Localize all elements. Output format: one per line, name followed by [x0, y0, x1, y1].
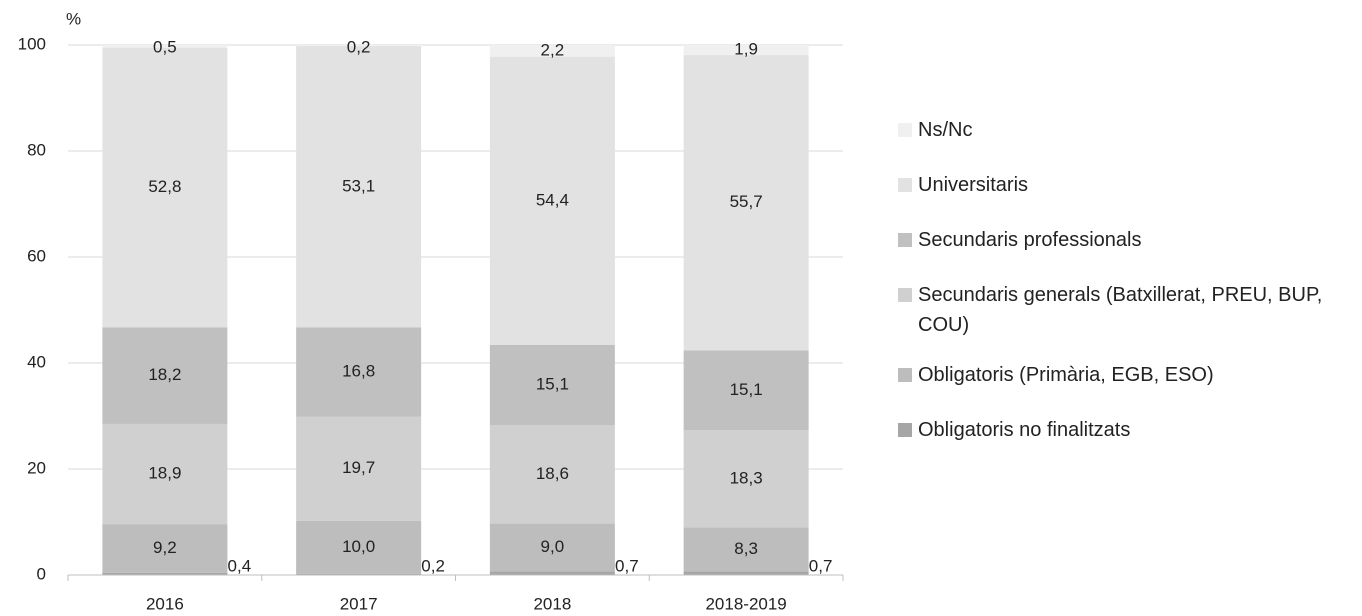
data-label: 18,3	[730, 468, 763, 487]
data-label: 1,9	[734, 40, 758, 59]
bar-segment	[102, 45, 228, 48]
legend-item: Secundaris generals (Batxillerat, PREU, …	[898, 280, 1348, 340]
legend-item: Secundaris professionals	[898, 225, 1348, 255]
y-axis-label: %	[66, 9, 81, 28]
bar-segment	[683, 527, 809, 572]
bar-segment	[683, 55, 809, 351]
y-tick-label: 40	[27, 352, 46, 371]
data-label: 18,2	[148, 365, 181, 384]
bar-segment	[489, 56, 615, 345]
data-label: 0,2	[421, 556, 445, 575]
data-label: 8,3	[734, 539, 758, 558]
legend-label: Secundaris generals (Batxillerat, PREU, …	[918, 284, 1323, 336]
data-label: 19,7	[342, 458, 375, 477]
data-label: 18,6	[536, 464, 569, 483]
legend-label: Secundaris professionals	[918, 229, 1142, 251]
bar-segment	[489, 523, 615, 572]
x-tick-label: 2018-2019	[705, 594, 786, 613]
data-label: 9,2	[153, 538, 177, 557]
legend-swatch	[898, 368, 912, 382]
bar-segment	[296, 327, 422, 417]
data-label: 53,1	[342, 176, 375, 195]
data-label: 0,7	[809, 556, 833, 575]
bar-segment	[296, 46, 422, 328]
y-tick-label: 100	[18, 34, 46, 53]
data-label: 9,0	[541, 537, 565, 556]
data-label: 16,8	[342, 361, 375, 380]
legend-item: Obligatoris (Primària, EGB, ESO)	[898, 360, 1348, 390]
y-tick-label: 20	[27, 458, 46, 477]
legend-swatch	[898, 288, 912, 302]
data-label: 55,7	[730, 192, 763, 211]
legend-swatch	[898, 178, 912, 192]
legend-item: Ns/Nc	[898, 115, 1348, 145]
legend-item: Obligatoris no finalitzats	[898, 415, 1348, 445]
bar-segment	[296, 416, 422, 521]
data-label: 0,5	[153, 37, 177, 56]
legend-label: Obligatoris (Primària, EGB, ESO)	[918, 364, 1214, 386]
bar-segment	[296, 573, 422, 575]
y-tick-label: 60	[27, 246, 46, 265]
x-tick-label: 2017	[340, 594, 378, 613]
bar-segment	[102, 524, 228, 573]
bar-segment	[683, 350, 809, 431]
bar-segment	[296, 520, 422, 574]
legend-swatch	[898, 423, 912, 437]
data-label: 15,1	[536, 374, 569, 393]
bar-segment	[489, 425, 615, 524]
bar-segment	[683, 430, 809, 528]
bar-segment	[489, 45, 615, 57]
plot: % 0 20 40 60 80 100 0,4 9,2 18,9 18,2 52,8 0,5 2016 0…	[18, 9, 844, 613]
bar-segment	[102, 327, 228, 424]
bar-segment	[102, 423, 228, 525]
bar-segment	[102, 572, 228, 575]
legend-label: Obligatoris no finalitzats	[918, 419, 1131, 441]
x-tick-label: 2018	[533, 594, 571, 613]
data-label: 2,2	[541, 40, 565, 59]
bar-segment	[489, 571, 615, 575]
y-tick-label: 80	[27, 140, 46, 159]
legend-item: Universitaris	[898, 170, 1348, 200]
data-label: 54,4	[536, 190, 569, 209]
data-label: 0,4	[228, 556, 252, 575]
data-label: 18,9	[148, 464, 181, 483]
data-label: 0,7	[615, 556, 639, 575]
data-label: 10,0	[342, 537, 375, 556]
legend-swatch	[898, 123, 912, 137]
legend-label: Universitaris	[918, 174, 1029, 196]
bar-segment	[489, 344, 615, 426]
y-tick-label: 0	[37, 564, 46, 583]
data-label: 52,8	[148, 177, 181, 196]
bar-segment	[296, 45, 422, 47]
x-tick-label: 2016	[146, 594, 184, 613]
legend-label: Ns/Nc	[918, 119, 973, 141]
bar-segment	[683, 571, 809, 575]
bar-segment	[102, 47, 228, 328]
legend-swatch	[898, 233, 912, 247]
data-label: 15,1	[730, 380, 763, 399]
data-label: 0,2	[347, 37, 371, 56]
bar-segment	[683, 45, 809, 56]
